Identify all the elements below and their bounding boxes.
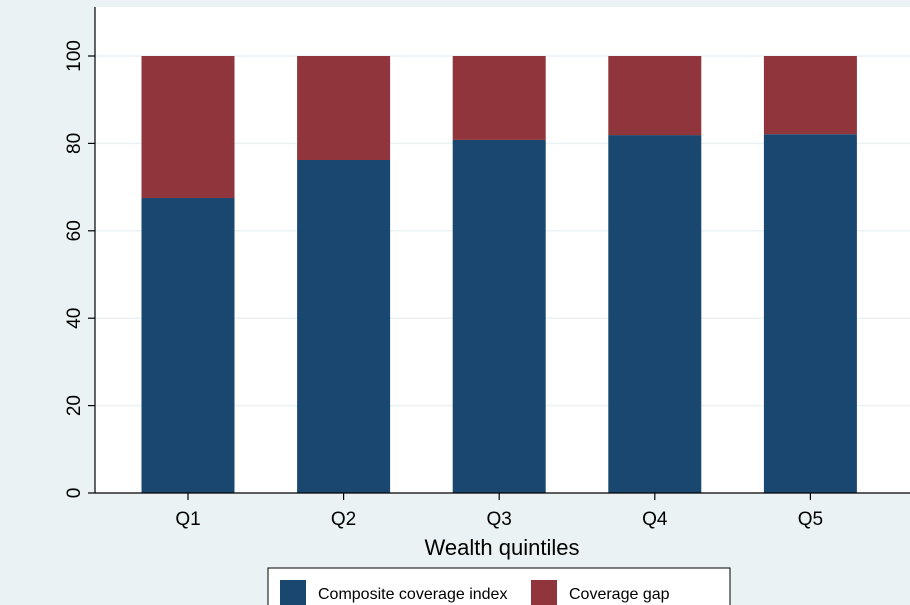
y-tick-label: 80	[64, 133, 85, 154]
bar-q4-series-2	[608, 56, 702, 136]
y-tick-label: 40	[64, 308, 85, 329]
y-axis-ticks: 0 20 40 60 80 100	[64, 40, 95, 498]
bar-q5-series-2	[763, 56, 857, 135]
x-tick-label: Q2	[331, 509, 356, 530]
x-tick-label: Q4	[642, 509, 668, 530]
legend-label: Coverage gap	[569, 586, 670, 603]
x-tick-label: Q5	[798, 509, 823, 530]
y-tick-label: 0	[64, 488, 85, 499]
y-tick-label: 100	[64, 40, 85, 72]
bar-q5-series-1	[763, 134, 857, 493]
bar-q1-series-2	[141, 56, 235, 199]
bar-q4-series-1	[608, 135, 702, 494]
x-tick-label: Q3	[487, 509, 512, 530]
legend-swatch	[531, 580, 557, 605]
y-tick-label: 60	[64, 220, 85, 241]
legend-box	[267, 567, 731, 605]
legend: Composite coverage index Coverage gap	[267, 567, 731, 605]
bar-q2-series-2	[297, 56, 391, 161]
x-axis-ticks: Q1 Q2 Q3 Q4 Q5	[175, 493, 823, 530]
bar-q3-series-2	[452, 56, 546, 140]
bars	[141, 56, 857, 494]
bar-q1-series-1	[141, 198, 235, 493]
legend-label: Composite coverage index	[318, 586, 507, 603]
legend-swatch	[280, 580, 306, 605]
x-axis-label: Wealth quintiles	[425, 535, 580, 560]
bar-q2-series-1	[297, 160, 391, 494]
x-tick-label: Q1	[175, 509, 200, 530]
y-tick-label: 20	[64, 395, 85, 416]
bar-q3-series-1	[452, 139, 546, 494]
